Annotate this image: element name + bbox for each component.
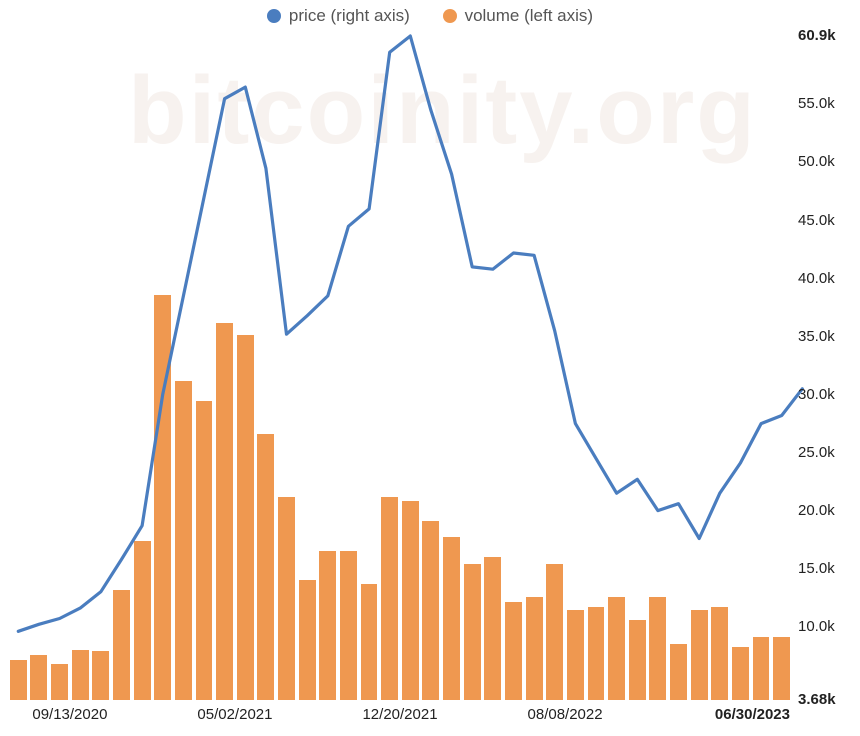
y-tick-label: 25.0k bbox=[798, 444, 835, 461]
y-tick-label: 35.0k bbox=[798, 328, 835, 345]
y-tick-label: 3.68k bbox=[798, 691, 836, 708]
x-tick-label: 08/08/2022 bbox=[528, 706, 603, 723]
legend-label-price: price (right axis) bbox=[289, 6, 410, 26]
y-tick-label: 30.0k bbox=[798, 386, 835, 403]
legend-dot-volume bbox=[443, 9, 457, 23]
y-tick-label: 55.0k bbox=[798, 95, 835, 112]
price-line-layer bbox=[8, 36, 792, 700]
y-tick-label: 45.0k bbox=[798, 212, 835, 229]
y-tick-label: 20.0k bbox=[798, 502, 835, 519]
legend-item-price: price (right axis) bbox=[267, 6, 410, 26]
legend-label-volume: volume (left axis) bbox=[465, 6, 593, 26]
x-tick-label: 09/13/2020 bbox=[32, 706, 107, 723]
x-tick-label: 05/02/2021 bbox=[197, 706, 272, 723]
chart-legend: price (right axis) volume (left axis) bbox=[0, 6, 860, 28]
price-volume-chart: price (right axis) volume (left axis) bi… bbox=[0, 0, 860, 736]
x-tick-label: 06/30/2023 bbox=[715, 706, 790, 723]
y-tick-label: 50.0k bbox=[798, 153, 835, 170]
legend-item-volume: volume (left axis) bbox=[443, 6, 593, 26]
legend-dot-price bbox=[267, 9, 281, 23]
price-line bbox=[18, 36, 802, 631]
plot-area: bitcoinity.org bbox=[8, 36, 792, 700]
y-tick-label: 10.0k bbox=[798, 618, 835, 635]
y-tick-label: 40.0k bbox=[798, 270, 835, 287]
y-tick-label: 60.9k bbox=[798, 27, 836, 44]
x-tick-label: 12/20/2021 bbox=[362, 706, 437, 723]
y-tick-label: 15.0k bbox=[798, 560, 835, 577]
